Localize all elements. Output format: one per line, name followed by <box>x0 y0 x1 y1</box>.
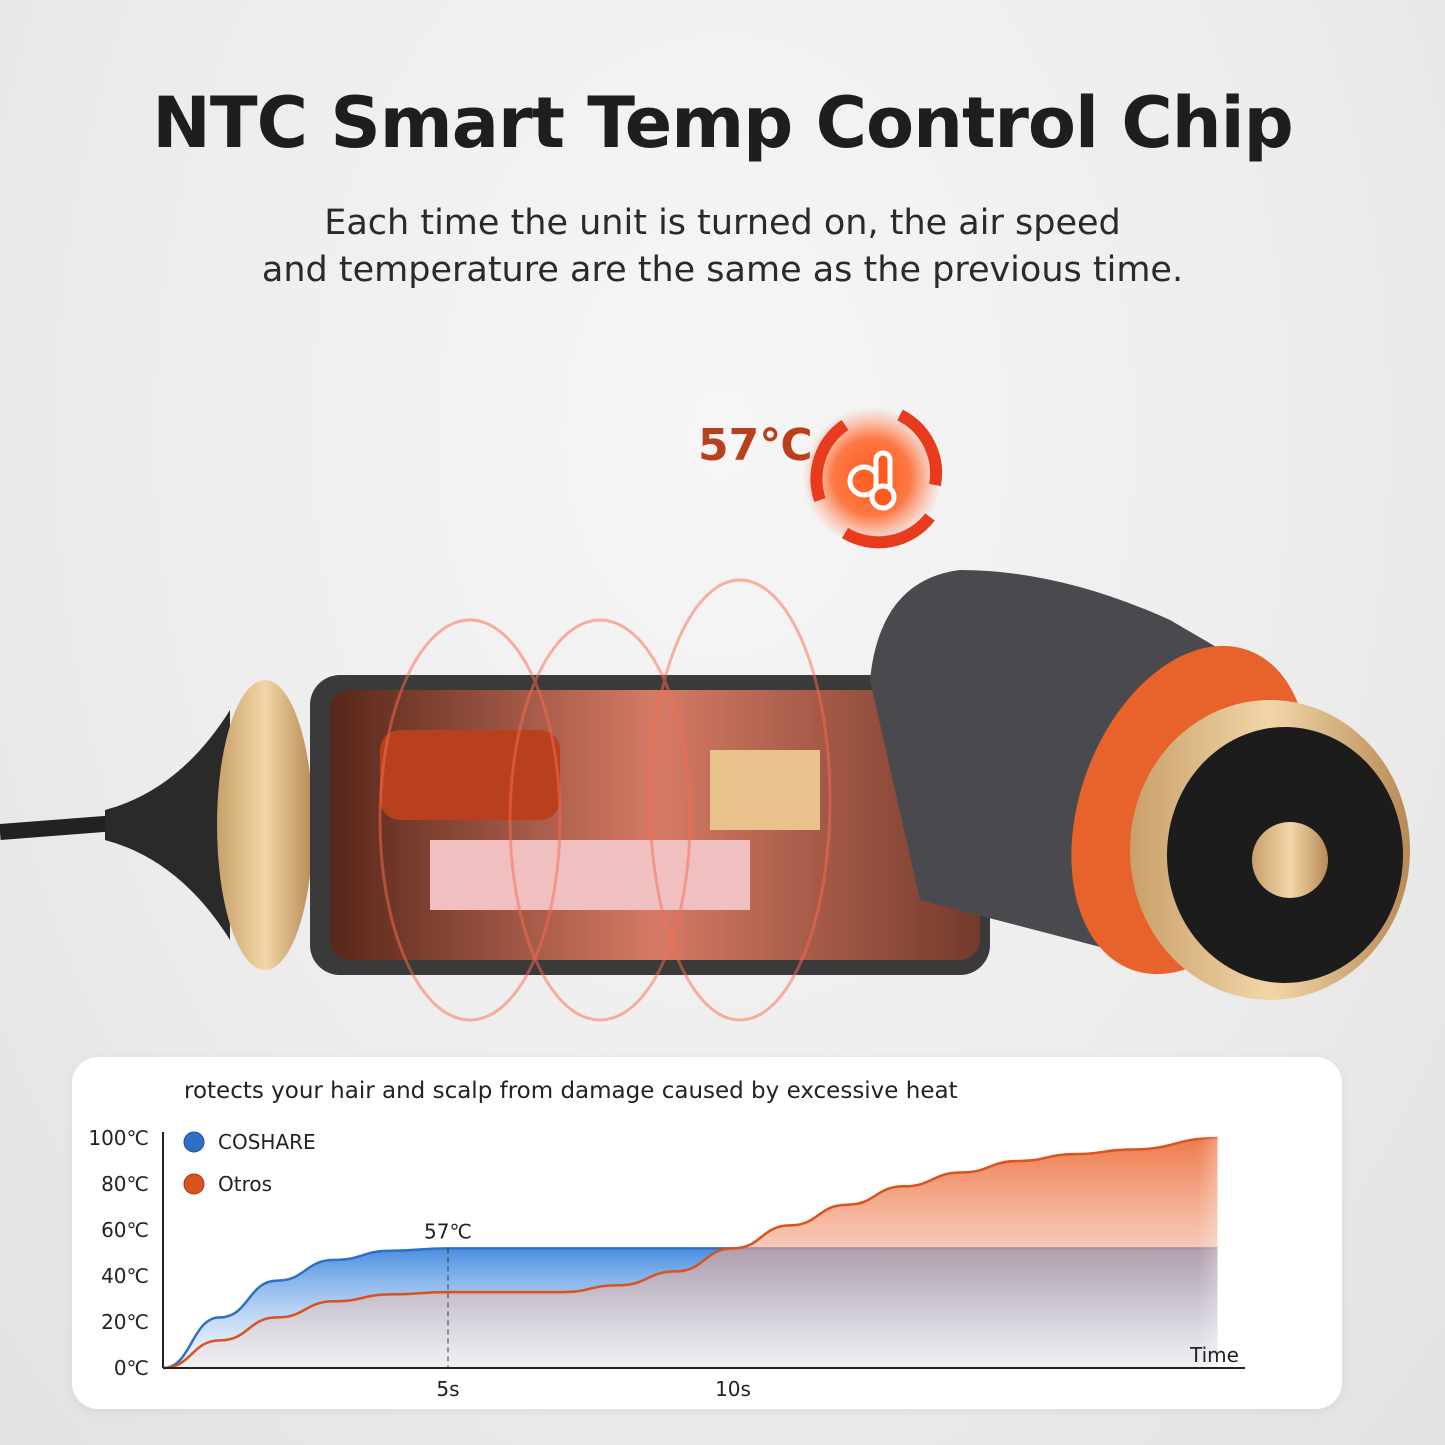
legend-marker-otros <box>183 1173 205 1195</box>
y-tick-label: 60℃ <box>101 1218 149 1242</box>
annotation-label: 57℃ <box>424 1219 472 1243</box>
y-tick-label: 100℃ <box>88 1126 149 1150</box>
y-tick-label: 20℃ <box>101 1310 149 1334</box>
temperature-readout: 57℃ <box>698 420 813 471</box>
hair-dryer-product-image <box>0 570 1410 1022</box>
chart-fade <box>972 1117 1272 1377</box>
y-tick-label: 0℃ <box>114 1356 149 1380</box>
x-tick-label: 10s <box>715 1377 751 1401</box>
temperature-chart: rotects your hair and scalp from damage … <box>88 1078 1272 1401</box>
y-tick-label: 40℃ <box>101 1264 149 1288</box>
subtitle: Each time the unit is turned on, the air… <box>0 200 1445 294</box>
area-otros <box>163 1138 1218 1368</box>
legend-label-coshare: COSHARE <box>218 1130 316 1154</box>
subtitle-line-2: and temperature are the same as the prev… <box>261 250 1184 290</box>
legend-label-otros: Otros <box>218 1172 272 1196</box>
chart-title: rotects your hair and scalp from damage … <box>184 1078 958 1104</box>
x-axis-label: Time <box>1189 1343 1239 1367</box>
x-tick-label: 5s <box>436 1377 459 1401</box>
y-tick-label: 80℃ <box>101 1172 149 1196</box>
page-title: NTC Smart Temp Control Chip <box>152 82 1293 164</box>
legend-marker-coshare <box>183 1131 205 1153</box>
sun-thermometer-cycle-icon <box>802 407 943 549</box>
temperature-chart-card: rotects your hair and scalp from damage … <box>72 1057 1342 1409</box>
subtitle-line-1: Each time the unit is turned on, the air… <box>324 203 1121 243</box>
